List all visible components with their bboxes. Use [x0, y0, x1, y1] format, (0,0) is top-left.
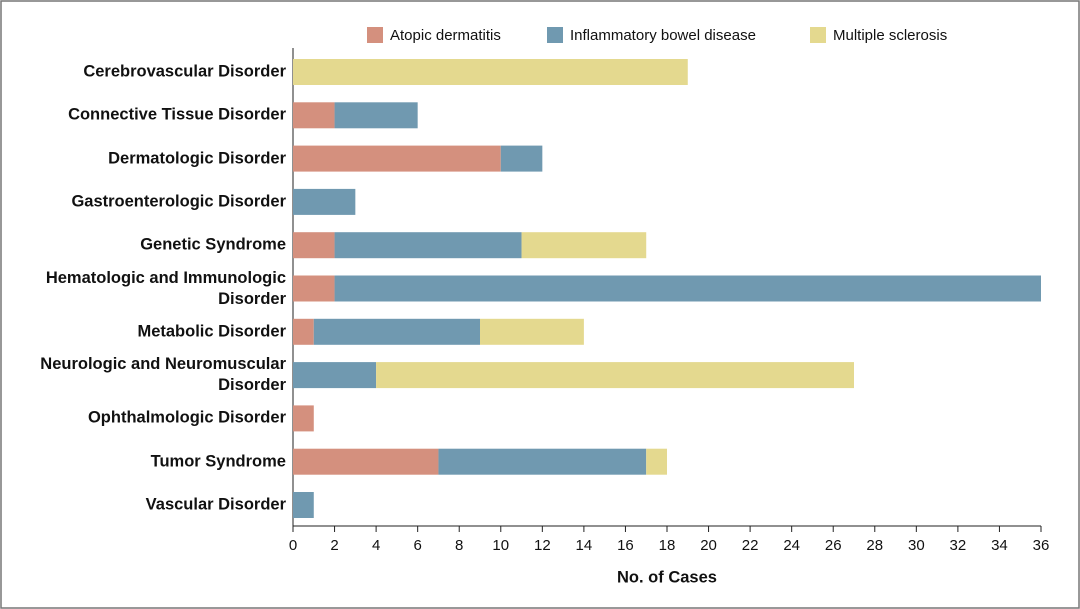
x-tick-label: 20 [700, 537, 717, 554]
bar-segment [293, 492, 314, 518]
x-tick-label: 12 [534, 537, 551, 554]
bar-segment [293, 188, 356, 215]
x-tick-label: 16 [617, 537, 634, 554]
x-tick-label: 34 [991, 537, 1008, 554]
y-tick-label: Cerebrovascular Disorder [83, 62, 286, 81]
x-tick-label: 32 [950, 537, 967, 554]
bar-segment [293, 145, 501, 172]
bar-segment [293, 102, 335, 129]
legend-label: Multiple sclerosis [833, 27, 947, 44]
x-tick-label: 2 [330, 537, 338, 554]
y-tick-label: Tumor Syndrome [150, 452, 286, 471]
bar-segment [500, 145, 543, 172]
bar-segment [293, 318, 314, 345]
y-tick-label: Vascular Disorder [145, 495, 286, 514]
x-tick-label: 4 [372, 537, 380, 554]
bar-segment [293, 232, 335, 259]
y-tick-label: Hematologic and Immunologic Disorder [45, 268, 286, 308]
bar-segment [293, 448, 439, 475]
x-tick-label: 28 [866, 537, 883, 554]
x-tick-label: 6 [413, 537, 421, 554]
y-tick-label: Connective Tissue Disorder [68, 105, 286, 124]
bar-segment [293, 405, 314, 432]
legend-swatch [367, 27, 383, 43]
legend-label: Atopic dermatitis [390, 27, 501, 44]
bar-segment [334, 102, 418, 129]
x-tick-label: 22 [742, 537, 759, 554]
x-tick-label: 18 [659, 537, 676, 554]
x-axis-title: No. of Cases [617, 568, 717, 586]
x-tick-label: 24 [783, 537, 800, 554]
x-tick-label: 26 [825, 537, 842, 554]
x-tick-label: 0 [289, 537, 297, 554]
y-tick-label: Genetic Syndrome [140, 235, 286, 254]
y-tick-label: Ophthalmologic Disorder [87, 408, 286, 427]
bar-segment [480, 318, 584, 345]
y-tick-label: Neurologic and Neuromuscular Disorder [40, 355, 286, 395]
x-tick-label: 14 [576, 537, 593, 554]
bar-segment [438, 448, 647, 475]
x-tick-label: 10 [492, 537, 509, 554]
bar-segment [521, 232, 647, 259]
legend-swatch [810, 27, 826, 43]
x-tick-label: 8 [455, 537, 463, 554]
bar-segment [293, 59, 688, 85]
bar-segment [293, 275, 335, 302]
bar-segment [376, 362, 854, 389]
x-tick-label: 36 [1033, 537, 1050, 554]
y-tick-label: Dermatologic Disorder [108, 149, 286, 168]
legend-label: Inflammatory bowel disease [570, 27, 756, 44]
y-tick-label: Metabolic Disorder [137, 322, 286, 341]
bar-segment [313, 318, 480, 345]
y-tick-label: Gastroenterologic Disorder [71, 192, 286, 211]
bar-segment [334, 232, 522, 259]
legend-swatch [547, 27, 563, 43]
bar-segment [293, 362, 377, 389]
bar-segment [334, 275, 1041, 302]
bar-segment [646, 448, 667, 475]
x-tick-label: 30 [908, 537, 925, 554]
